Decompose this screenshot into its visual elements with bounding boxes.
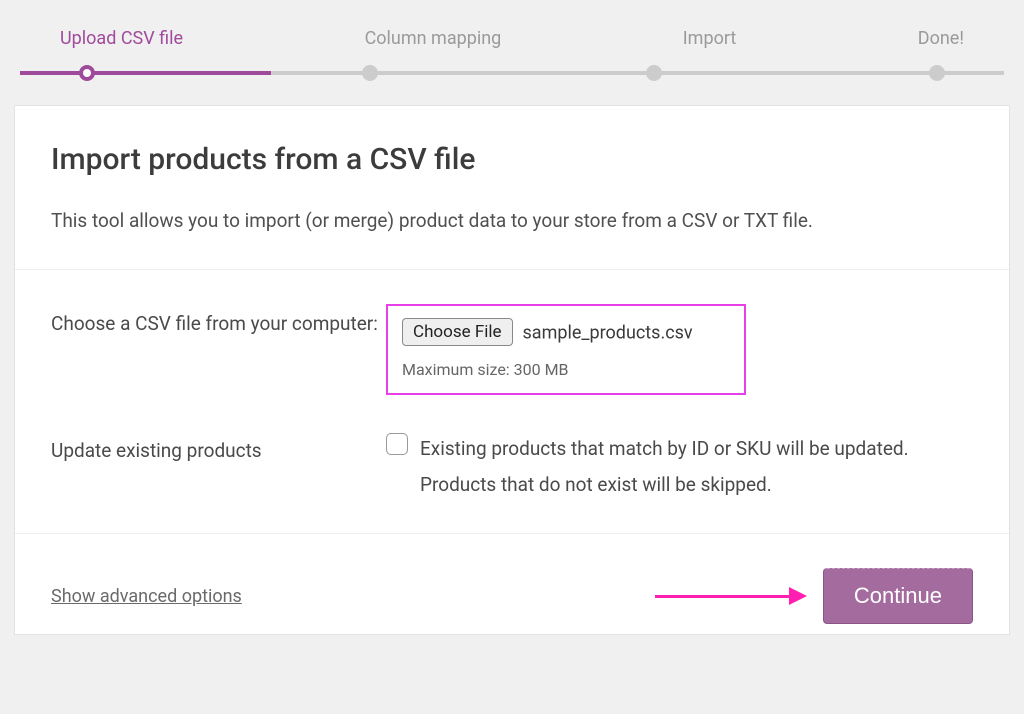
file-size-hint: Maximum size: 300 MB (402, 360, 730, 379)
step-upload[interactable]: Upload CSV file (60, 28, 183, 49)
progress-fill (20, 71, 271, 75)
page-description: This tool allows you to import (or merge… (51, 203, 973, 239)
file-highlight: Choose File sample_products.csv Maximum … (386, 304, 746, 395)
progress-track (20, 71, 1004, 75)
form-section: Choose a CSV file from your computer: Ch… (15, 269, 1009, 533)
continue-button[interactable]: Continue (823, 568, 973, 624)
update-existing-checkbox[interactable] (386, 433, 408, 455)
step-import[interactable]: Import (683, 28, 736, 49)
update-existing-description: Existing products that match by ID or SK… (420, 431, 973, 503)
selected-filename: sample_products.csv (522, 322, 692, 343)
page-title: Import products from a CSV file (51, 142, 973, 177)
step-mapping[interactable]: Column mapping (365, 28, 502, 49)
advanced-options-link[interactable]: Show advanced options (51, 586, 242, 607)
import-card: Import products from a CSV file This too… (14, 105, 1010, 635)
choose-file-button[interactable]: Choose File (402, 318, 513, 346)
step-done[interactable]: Done! (918, 28, 964, 49)
card-footer: Show advanced options Continue (15, 533, 1009, 634)
annotation-arrow (655, 595, 805, 597)
update-label: Update existing products (51, 431, 386, 469)
file-label: Choose a CSV file from your computer: (51, 304, 386, 342)
progress-stepper: Upload CSV file Column mapping Import Do… (0, 0, 1024, 75)
